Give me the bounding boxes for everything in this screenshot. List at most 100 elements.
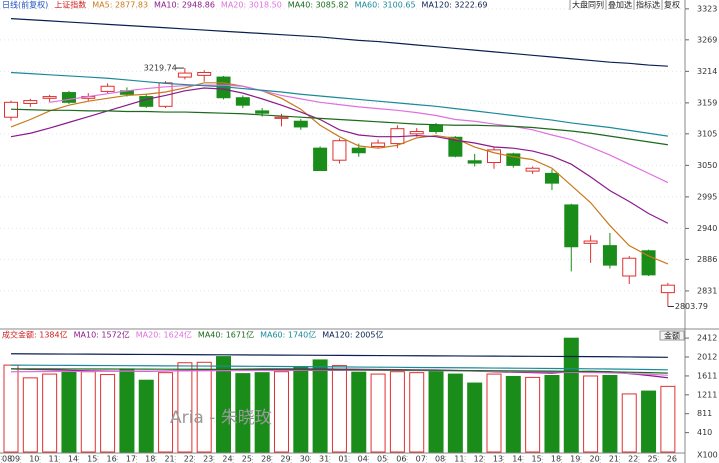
ma-line bbox=[49, 84, 669, 184]
volume-bar bbox=[660, 385, 676, 453]
toolbar-button[interactable]: 指标选 bbox=[636, 0, 660, 10]
candle-body bbox=[660, 284, 675, 294]
x-tick-label: 07 bbox=[416, 455, 426, 463]
volume-bar bbox=[254, 372, 270, 453]
volume-bar bbox=[158, 372, 174, 453]
candle-body bbox=[61, 92, 76, 103]
x-tick-label: 09 bbox=[10, 455, 20, 463]
legend-entry: MA5: 2877.83 bbox=[92, 1, 148, 10]
legend-entry: MA10: 1572亿 bbox=[74, 330, 130, 340]
y-tick-label: 811 bbox=[697, 409, 712, 418]
y-tick-label: 3105 bbox=[697, 129, 717, 138]
ma-line bbox=[10, 108, 668, 146]
toolbar-button[interactable]: 复权 bbox=[664, 0, 680, 10]
x-tick-label: 23 bbox=[203, 455, 213, 463]
legend-entry: MA120: 2005亿 bbox=[322, 330, 383, 340]
volume-bar bbox=[119, 368, 135, 453]
period-label: 日线(前复权) bbox=[2, 0, 48, 10]
volume-bar bbox=[235, 373, 251, 453]
volume-bar bbox=[447, 373, 463, 453]
legend-entry: MA60: 1740亿 bbox=[260, 330, 316, 340]
candle-body bbox=[602, 245, 617, 266]
candle-body bbox=[525, 167, 540, 172]
low-annotation: 2803.79 bbox=[675, 302, 708, 311]
candle-body bbox=[177, 72, 192, 78]
volume-bar bbox=[100, 374, 116, 453]
candle-body bbox=[564, 204, 579, 248]
y-tick-label: 1211 bbox=[697, 390, 717, 399]
volume-bar bbox=[42, 373, 58, 453]
toolbar-button[interactable]: 大盘同列 bbox=[572, 0, 604, 10]
x-tick-label: 20 bbox=[590, 455, 600, 463]
volume-bar bbox=[641, 390, 657, 453]
y-tick-label: 3214 bbox=[697, 67, 717, 76]
x-tick-label: 25 bbox=[242, 455, 252, 463]
legend-entry: MA40: 3085.82 bbox=[288, 1, 349, 10]
x-tick-label: 17 bbox=[126, 455, 136, 463]
y-tick-label: 3323 bbox=[697, 4, 717, 13]
volume-bar bbox=[138, 379, 154, 453]
volume-button-label[interactable]: 金额 bbox=[664, 331, 680, 341]
legend-entry: MA20: 3018.50 bbox=[221, 1, 282, 10]
candle-body bbox=[448, 136, 463, 157]
candle-body bbox=[371, 142, 386, 147]
ma-line bbox=[10, 353, 668, 358]
legend-entry: MA10: 2948.86 bbox=[154, 1, 215, 10]
x-tick-label: 28 bbox=[261, 455, 271, 463]
y-unit: X100 bbox=[697, 451, 718, 460]
y-tick-label: 2995 bbox=[697, 192, 717, 201]
y-tick-label: 3159 bbox=[697, 98, 717, 107]
candle-body bbox=[235, 97, 250, 106]
volume-button[interactable] bbox=[659, 330, 685, 341]
volume-bar bbox=[216, 356, 232, 453]
toolbar-button[interactable]: 叠加选 bbox=[608, 0, 632, 10]
month-label: 08 bbox=[2, 455, 12, 463]
volume-bar bbox=[22, 377, 38, 453]
volume-bar bbox=[177, 362, 193, 453]
y-tick-label: 3269 bbox=[697, 35, 717, 44]
y-tick-label: 410 bbox=[697, 428, 712, 437]
candle-body bbox=[23, 100, 38, 104]
candle-body bbox=[100, 85, 115, 92]
volume-bar bbox=[505, 375, 521, 453]
x-tick-label: 25 bbox=[647, 455, 657, 463]
x-tick-label: 21 bbox=[164, 455, 174, 463]
candle-body bbox=[197, 71, 212, 76]
candle-body bbox=[332, 140, 347, 161]
legend-entry: MA60: 3100.65 bbox=[355, 1, 416, 10]
volume-bar bbox=[486, 373, 502, 453]
candle-body bbox=[274, 116, 289, 119]
x-tick-label: 15 bbox=[532, 455, 542, 463]
x-tick-label: 21 bbox=[609, 455, 619, 463]
ma-line bbox=[10, 364, 668, 371]
volume-bar bbox=[583, 375, 599, 453]
y-tick-label: 2412 bbox=[697, 334, 717, 343]
x-tick-label: 05 bbox=[377, 455, 387, 463]
high-annotation: 3219.74 bbox=[144, 64, 177, 73]
candle-body bbox=[255, 110, 270, 114]
x-tick-label: 24 bbox=[222, 455, 232, 463]
x-tick-label: 16 bbox=[107, 455, 117, 463]
x-tick-label: 04 bbox=[358, 455, 368, 463]
x-tick-label: 31 bbox=[319, 455, 329, 463]
candle-body bbox=[429, 124, 444, 133]
volume-bar bbox=[544, 375, 560, 453]
candle-body bbox=[293, 120, 308, 128]
volume-bar bbox=[80, 371, 96, 453]
x-tick-label: 19 bbox=[570, 455, 580, 463]
x-tick-label: 14 bbox=[512, 455, 522, 463]
candle-body bbox=[544, 172, 559, 184]
candle-body bbox=[641, 250, 656, 276]
index-name: 上证指数 bbox=[54, 0, 86, 10]
volume-bar bbox=[389, 371, 405, 453]
x-tick-label: 12 bbox=[474, 455, 484, 463]
volume-bar bbox=[61, 371, 77, 453]
volume-bar bbox=[351, 371, 367, 453]
legend-entry: MA20: 1624亿 bbox=[136, 330, 192, 340]
volume-bar bbox=[467, 382, 483, 453]
candle-body bbox=[351, 147, 366, 154]
x-tick-label: 26 bbox=[667, 455, 677, 463]
volume-bar bbox=[525, 376, 541, 453]
y-tick-label: 2831 bbox=[697, 286, 717, 295]
y-tick-label: 2886 bbox=[697, 255, 717, 264]
